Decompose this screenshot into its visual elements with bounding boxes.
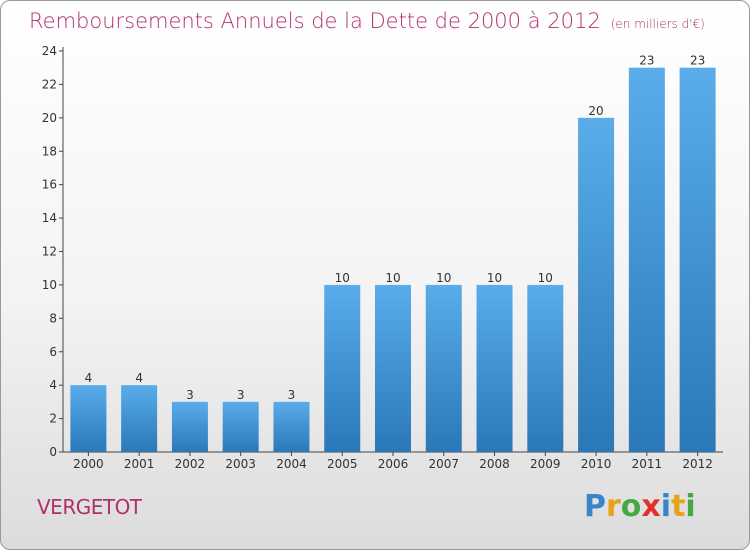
logo-letter: r xyxy=(606,489,621,524)
x-tick-label: 2000 xyxy=(73,457,104,471)
data-label: 3 xyxy=(186,388,194,402)
data-label: 10 xyxy=(538,271,553,285)
bar xyxy=(527,284,564,452)
bars xyxy=(70,67,716,452)
y-tick-label: 16 xyxy=(42,178,57,192)
data-labels: 4 4 3 3 3 10 10 10 10 10 20 23 23 xyxy=(85,54,706,402)
data-label: 23 xyxy=(690,54,705,68)
x-tick-label: 2001 xyxy=(124,457,155,471)
y-tick-label: 6 xyxy=(49,345,57,359)
bar xyxy=(679,67,716,452)
bar xyxy=(70,385,107,452)
data-label: 4 xyxy=(85,371,93,385)
data-label: 3 xyxy=(237,388,245,402)
bar xyxy=(476,284,513,452)
x-tick-label: 2009 xyxy=(530,457,561,471)
y-tick-label: 4 xyxy=(49,378,57,392)
chart-title: Remboursements Annuels de la Dette de 20… xyxy=(29,9,705,33)
y-tick-label: 24 xyxy=(42,44,57,58)
y-tick-label: 10 xyxy=(42,278,57,292)
data-label: 10 xyxy=(335,271,350,285)
x-tick-label: 2005 xyxy=(327,457,358,471)
y-tick-label: 14 xyxy=(42,211,57,225)
x-axis: 2000 2001 2002 2003 2004 2005 2006 2007 2008 2009… xyxy=(63,451,723,471)
title-unit: (en milliers d'€) xyxy=(610,17,705,31)
y-tick-label: 8 xyxy=(49,311,57,325)
logo-letter: P xyxy=(584,489,606,524)
x-tick-label: 2008 xyxy=(479,457,510,471)
data-label: 10 xyxy=(436,271,451,285)
bar xyxy=(273,401,310,452)
title-text: Remboursements Annuels de la Dette de 20… xyxy=(29,9,601,33)
bar xyxy=(375,284,411,452)
bar xyxy=(324,284,361,452)
logo-letter: x xyxy=(641,489,661,524)
x-tick-label: 2006 xyxy=(378,457,409,471)
x-tick-label: 2011 xyxy=(632,457,663,471)
data-label: 23 xyxy=(639,54,654,68)
y-tick-label: 18 xyxy=(42,144,57,158)
logo-letter: i xyxy=(685,489,696,524)
logo-letter: o xyxy=(620,489,642,524)
x-tick-label: 2012 xyxy=(682,457,713,471)
data-label: 10 xyxy=(487,271,502,285)
x-tick-label: 2002 xyxy=(175,457,206,471)
data-label: 20 xyxy=(588,104,603,118)
y-tick-label: 22 xyxy=(42,77,57,91)
y-tick-label: 0 xyxy=(49,445,57,459)
x-tick-label: 2007 xyxy=(428,457,459,471)
x-tick-label: 2003 xyxy=(225,457,256,471)
logo-letter: t xyxy=(671,489,686,524)
logo-letter: i xyxy=(660,489,672,524)
bar xyxy=(222,401,259,452)
bar xyxy=(425,284,462,452)
proxiti-logo[interactable]: Proxiti xyxy=(584,489,696,524)
data-label: 10 xyxy=(385,271,400,285)
x-tick-label: 2004 xyxy=(276,457,307,471)
y-tick-label: 20 xyxy=(42,111,57,125)
y-tick-label: 2 xyxy=(49,412,57,426)
bar xyxy=(171,401,208,452)
data-label: 3 xyxy=(288,388,296,402)
bar xyxy=(578,117,615,452)
x-tick-label: 2010 xyxy=(581,457,612,471)
y-tick-label: 12 xyxy=(42,245,57,259)
bar xyxy=(121,385,158,452)
commune-name: VERGETOT xyxy=(37,495,142,519)
bar xyxy=(628,67,665,452)
data-label: 4 xyxy=(135,371,143,385)
